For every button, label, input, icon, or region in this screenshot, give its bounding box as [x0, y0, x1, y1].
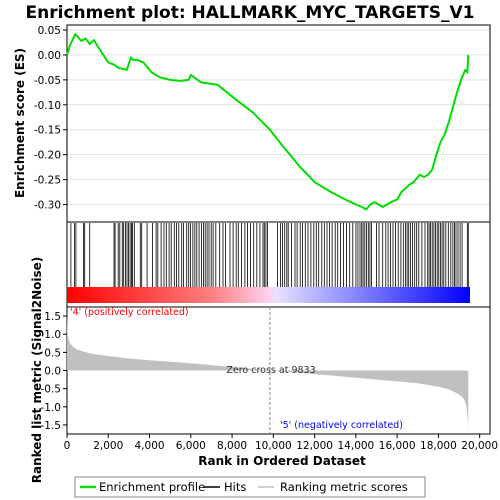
metric-ytick-label: 0.0: [44, 366, 61, 378]
rank-color-bar: [67, 287, 470, 303]
es-panel: 0.05 0.00 -0.05 -0.10 -0.15 -0.20 -0.25 -0.30 E…: [13, 24, 491, 223]
chart-title: Enrichment plot: HALLMARK_MYC_TARGETS_V1: [26, 3, 475, 23]
metric-ytick-label: 1.5: [44, 311, 61, 323]
metric-ytick-label: -1.5: [41, 420, 62, 432]
ranked-metric-area: [67, 310, 469, 431]
metric-ytick-label: -0.5: [41, 384, 62, 396]
hit-marks: [70, 223, 469, 287]
xtick-label: 2,000: [93, 440, 123, 452]
es-ytick-label: -0.25: [34, 175, 61, 187]
xtick-label: 0: [64, 440, 71, 452]
xtick-label: 6,000: [176, 440, 206, 452]
legend-box: [74, 476, 426, 498]
es-enrichment-line: [66, 33, 470, 211]
metric-axis-label: Ranked list metric (Signal2Noise): [30, 257, 44, 484]
negative-correlation-label: '5' (negatively correlated): [280, 420, 403, 431]
es-ytick-label: -0.15: [34, 125, 61, 137]
xtick-label: 8,000: [217, 440, 247, 452]
legend-label-metric: Ranking metric scores: [280, 480, 408, 494]
es-ytick-label: 0.05: [38, 25, 61, 37]
metric-ytick-label: 1.0: [44, 329, 61, 341]
metric-yticks: 1.5 1.0 0.5 0.0 -0.5 -1.0 -1.5: [41, 311, 67, 432]
positive-correlation-label: '4' (positively correlated): [70, 307, 189, 318]
metric-ytick-label: 0.5: [44, 347, 61, 359]
es-gridlines: [67, 29, 490, 206]
es-ytick-label: 0.00: [38, 50, 61, 62]
legend-label-hits: Hits: [224, 480, 246, 494]
xtick-label: 4,000: [135, 440, 165, 452]
xtick-label: 12,000: [296, 440, 333, 452]
legend-label-enrichment: Enrichment profile: [99, 480, 205, 494]
metric-panel: 1.5 1.0 0.5 0.0 -0.5 -1.0 -1.5 0 2,000 4,000 6,00…: [30, 257, 498, 484]
hits-panel: [66, 221, 491, 308]
xtick-label: 20,000: [461, 440, 498, 452]
es-ytick-label: -0.05: [34, 75, 61, 87]
xtick-label: 10,000: [255, 440, 292, 452]
es-ytick-label: -0.20: [34, 150, 61, 162]
es-axis-label: Enrichment score (ES): [13, 48, 27, 198]
xtick-label: 14,000: [338, 440, 375, 452]
xtick-label: 16,000: [379, 440, 416, 452]
x-axis-label: Rank in Ordered Dataset: [198, 454, 366, 468]
metric-ytick-label: -1.0: [41, 402, 62, 414]
legend: Enrichment profile Hits Ranking metric s…: [74, 476, 426, 498]
xtick-label: 18,000: [420, 440, 457, 452]
zero-cross-label: Zero cross at 9833: [226, 365, 315, 376]
es-ytick-label: -0.30: [34, 200, 61, 212]
es-yticks: 0.05 0.00 -0.05 -0.10 -0.15 -0.20 -0.25 -0.30: [34, 25, 67, 212]
metric-xticks: 0 2,000 4,000 6,000 8,000 10,000 12,000 14,000 1…: [64, 434, 498, 452]
es-ytick-label: -0.10: [34, 100, 61, 112]
